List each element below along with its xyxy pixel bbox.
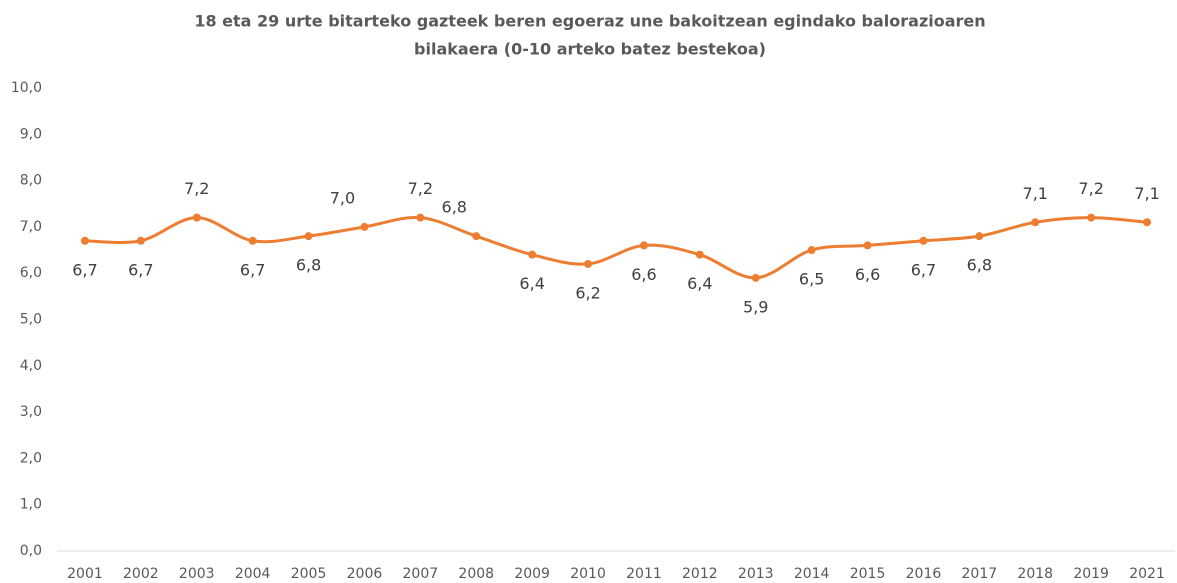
data-label: 6,7 <box>911 260 936 279</box>
y-tick-label: 4,0 <box>20 358 42 374</box>
x-tick-label: 2005 <box>291 566 327 582</box>
data-label: 7,1 <box>1023 184 1048 203</box>
point <box>472 232 481 241</box>
x-tick-label: 2019 <box>1073 566 1109 582</box>
data-label: 6,5 <box>799 270 824 289</box>
data-label: 7,2 <box>408 179 433 198</box>
point <box>248 236 257 245</box>
data-label: 6,6 <box>631 265 656 284</box>
data-label: 6,2 <box>575 283 600 302</box>
x-tick-label: 2014 <box>794 566 830 582</box>
point <box>416 213 425 222</box>
data-label: 7,0 <box>330 188 355 207</box>
data-label: 6,8 <box>442 198 467 217</box>
data-label: 6,4 <box>687 274 712 293</box>
x-tick-label: 2003 <box>179 566 215 582</box>
point <box>751 273 760 282</box>
point <box>639 241 648 250</box>
x-tick-label: 2011 <box>626 566 662 582</box>
y-tick-label: 10,0 <box>11 80 42 96</box>
y-tick-label: 0,0 <box>20 543 42 559</box>
y-tick-label: 9,0 <box>20 126 42 142</box>
chart-title: 18 eta 29 urte bitarteko gazteek beren e… <box>194 12 985 31</box>
point <box>360 222 369 231</box>
point <box>80 236 89 245</box>
x-tick-label: 2008 <box>458 566 494 582</box>
y-tick-label: 8,0 <box>20 173 42 189</box>
chart-title: bilakaera (0-10 arteko batez bestekoa) <box>414 40 766 59</box>
x-tick-label: 2021 <box>1129 566 1165 582</box>
point <box>304 232 313 241</box>
data-label: 6,8 <box>296 256 321 275</box>
point <box>192 213 201 222</box>
point <box>136 236 145 245</box>
point <box>695 250 704 259</box>
x-tick-label: 2010 <box>570 566 606 582</box>
data-label: 6,7 <box>240 260 265 279</box>
point <box>528 250 537 259</box>
point <box>1087 213 1096 222</box>
point <box>584 259 593 268</box>
y-tick-label: 1,0 <box>20 497 42 513</box>
x-tick-label: 2001 <box>67 566 103 582</box>
y-tick-label: 6,0 <box>20 265 42 281</box>
data-label: 6,4 <box>519 274 544 293</box>
x-tick-label: 2015 <box>850 566 886 582</box>
point <box>919 236 928 245</box>
point <box>975 232 984 241</box>
x-tick-label: 2002 <box>123 566 159 582</box>
data-label: 6,7 <box>128 260 153 279</box>
data-label: 7,2 <box>184 179 209 198</box>
x-tick-label: 2017 <box>962 566 998 582</box>
x-tick-label: 2007 <box>403 566 439 582</box>
x-tick-label: 2009 <box>514 566 550 582</box>
x-tick-label: 2012 <box>682 566 718 582</box>
x-tick-label: 2018 <box>1017 566 1053 582</box>
y-tick-label: 3,0 <box>20 404 42 420</box>
data-label: 6,7 <box>72 260 97 279</box>
x-tick-label: 2013 <box>738 566 774 582</box>
point <box>1031 218 1040 227</box>
y-tick-label: 2,0 <box>20 450 42 466</box>
x-tick-label: 2016 <box>906 566 942 582</box>
data-label: 6,6 <box>855 265 880 284</box>
x-tick-label: 2004 <box>235 566 271 582</box>
y-tick-label: 7,0 <box>20 219 42 235</box>
point <box>863 241 872 250</box>
x-tick-label: 2006 <box>347 566 383 582</box>
data-label: 6,8 <box>967 256 992 275</box>
data-label: 7,1 <box>1134 184 1159 203</box>
point <box>807 246 816 255</box>
data-label: 7,2 <box>1078 179 1103 198</box>
point <box>1143 218 1152 227</box>
y-tick-label: 5,0 <box>20 312 42 328</box>
data-label: 5,9 <box>743 297 768 316</box>
